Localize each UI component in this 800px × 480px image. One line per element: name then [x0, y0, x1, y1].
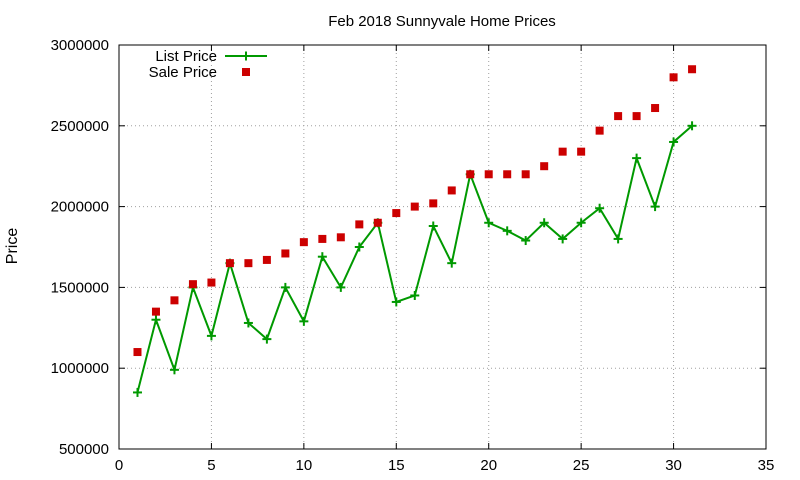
data-point-square [151, 307, 160, 316]
x-tick-label: 25 [573, 457, 590, 474]
x-tick-label: 0 [115, 457, 123, 474]
data-point-marker [243, 318, 253, 328]
grid [119, 45, 766, 449]
x-tick-label: 35 [758, 457, 775, 474]
legend-square-sample [242, 68, 250, 76]
axes [118, 44, 767, 450]
data-point-square [503, 170, 512, 179]
data-point-square [632, 112, 641, 121]
data-point-square [318, 234, 327, 243]
data-point-square [225, 259, 234, 268]
y-tick-label: 2000000 [51, 199, 109, 216]
series-sale-price [133, 65, 697, 357]
data-point-square [595, 126, 604, 135]
data-point-square [262, 255, 271, 264]
data-point-square [299, 238, 308, 247]
data-point-square [577, 147, 586, 156]
data-point-square [521, 170, 530, 179]
y-axis-label: Price [4, 228, 21, 265]
data-point-square [133, 348, 142, 357]
data-point-marker [391, 297, 401, 307]
data-point-square [336, 233, 345, 242]
legend-label: List Price [155, 48, 217, 65]
data-point-marker [595, 203, 605, 213]
data-point-square [558, 147, 567, 156]
data-point-marker [262, 334, 272, 344]
data-point-square [188, 280, 197, 289]
data-point-marker [280, 282, 290, 292]
data-point-square [170, 296, 179, 305]
data-point-square [410, 202, 419, 211]
x-tick-label: 20 [480, 457, 497, 474]
data-point-square [244, 259, 253, 268]
data-point-marker [669, 137, 679, 147]
x-tick-label: 30 [665, 457, 682, 474]
data-point-square [207, 278, 216, 287]
data-point-square [373, 218, 382, 227]
data-point-marker [650, 202, 660, 212]
series-layer [132, 65, 697, 397]
series-line [136, 125, 693, 393]
data-point-marker [576, 218, 586, 228]
data-point-marker [206, 331, 216, 341]
data-point-marker [613, 234, 623, 244]
data-point-square [669, 73, 678, 82]
data-point-marker [241, 51, 251, 61]
data-point-marker [632, 153, 642, 163]
data-point-marker [336, 282, 346, 292]
series-list-price [132, 121, 697, 397]
tick-labels: 0 5 10 15 20 25 30 35 500000 1000000 1500000 200000… [51, 37, 775, 474]
data-point-square [429, 199, 438, 208]
legend-label: Sale Price [149, 64, 217, 81]
data-point-marker [484, 218, 494, 228]
data-point-marker [354, 242, 364, 252]
y-tick-label: 1000000 [51, 360, 109, 377]
data-point-square [355, 220, 364, 229]
data-point-square [466, 170, 475, 179]
data-point-marker [428, 221, 438, 231]
data-point-marker [299, 316, 309, 326]
chart-title: Feb 2018 Sunnyvale Home Prices [328, 13, 556, 30]
data-point-square [484, 170, 493, 179]
data-point-marker [539, 218, 549, 228]
data-point-square [447, 186, 456, 195]
data-point-marker [502, 226, 512, 236]
y-tick-label: 1500000 [51, 279, 109, 296]
data-point-square [540, 162, 549, 171]
x-tick-label: 15 [388, 457, 405, 474]
plot-frame [118, 44, 767, 450]
data-point-marker [410, 290, 420, 300]
y-tick-label: 3000000 [51, 37, 109, 54]
data-point-square [281, 249, 290, 258]
data-point-marker [132, 387, 142, 397]
data-point-square [614, 112, 623, 121]
data-point-marker [447, 258, 457, 268]
data-point-marker [687, 121, 697, 131]
y-tick-label: 500000 [59, 441, 109, 458]
data-point-square [392, 209, 401, 218]
data-point-marker [317, 252, 327, 262]
x-tick-label: 10 [296, 457, 313, 474]
x-tick-label: 5 [207, 457, 215, 474]
data-point-marker [169, 365, 179, 375]
data-point-marker [558, 234, 568, 244]
data-point-marker [521, 236, 531, 246]
data-point-square [651, 104, 660, 113]
data-point-marker [151, 315, 161, 325]
data-point-square [688, 65, 697, 74]
y-tick-label: 2500000 [51, 118, 109, 135]
